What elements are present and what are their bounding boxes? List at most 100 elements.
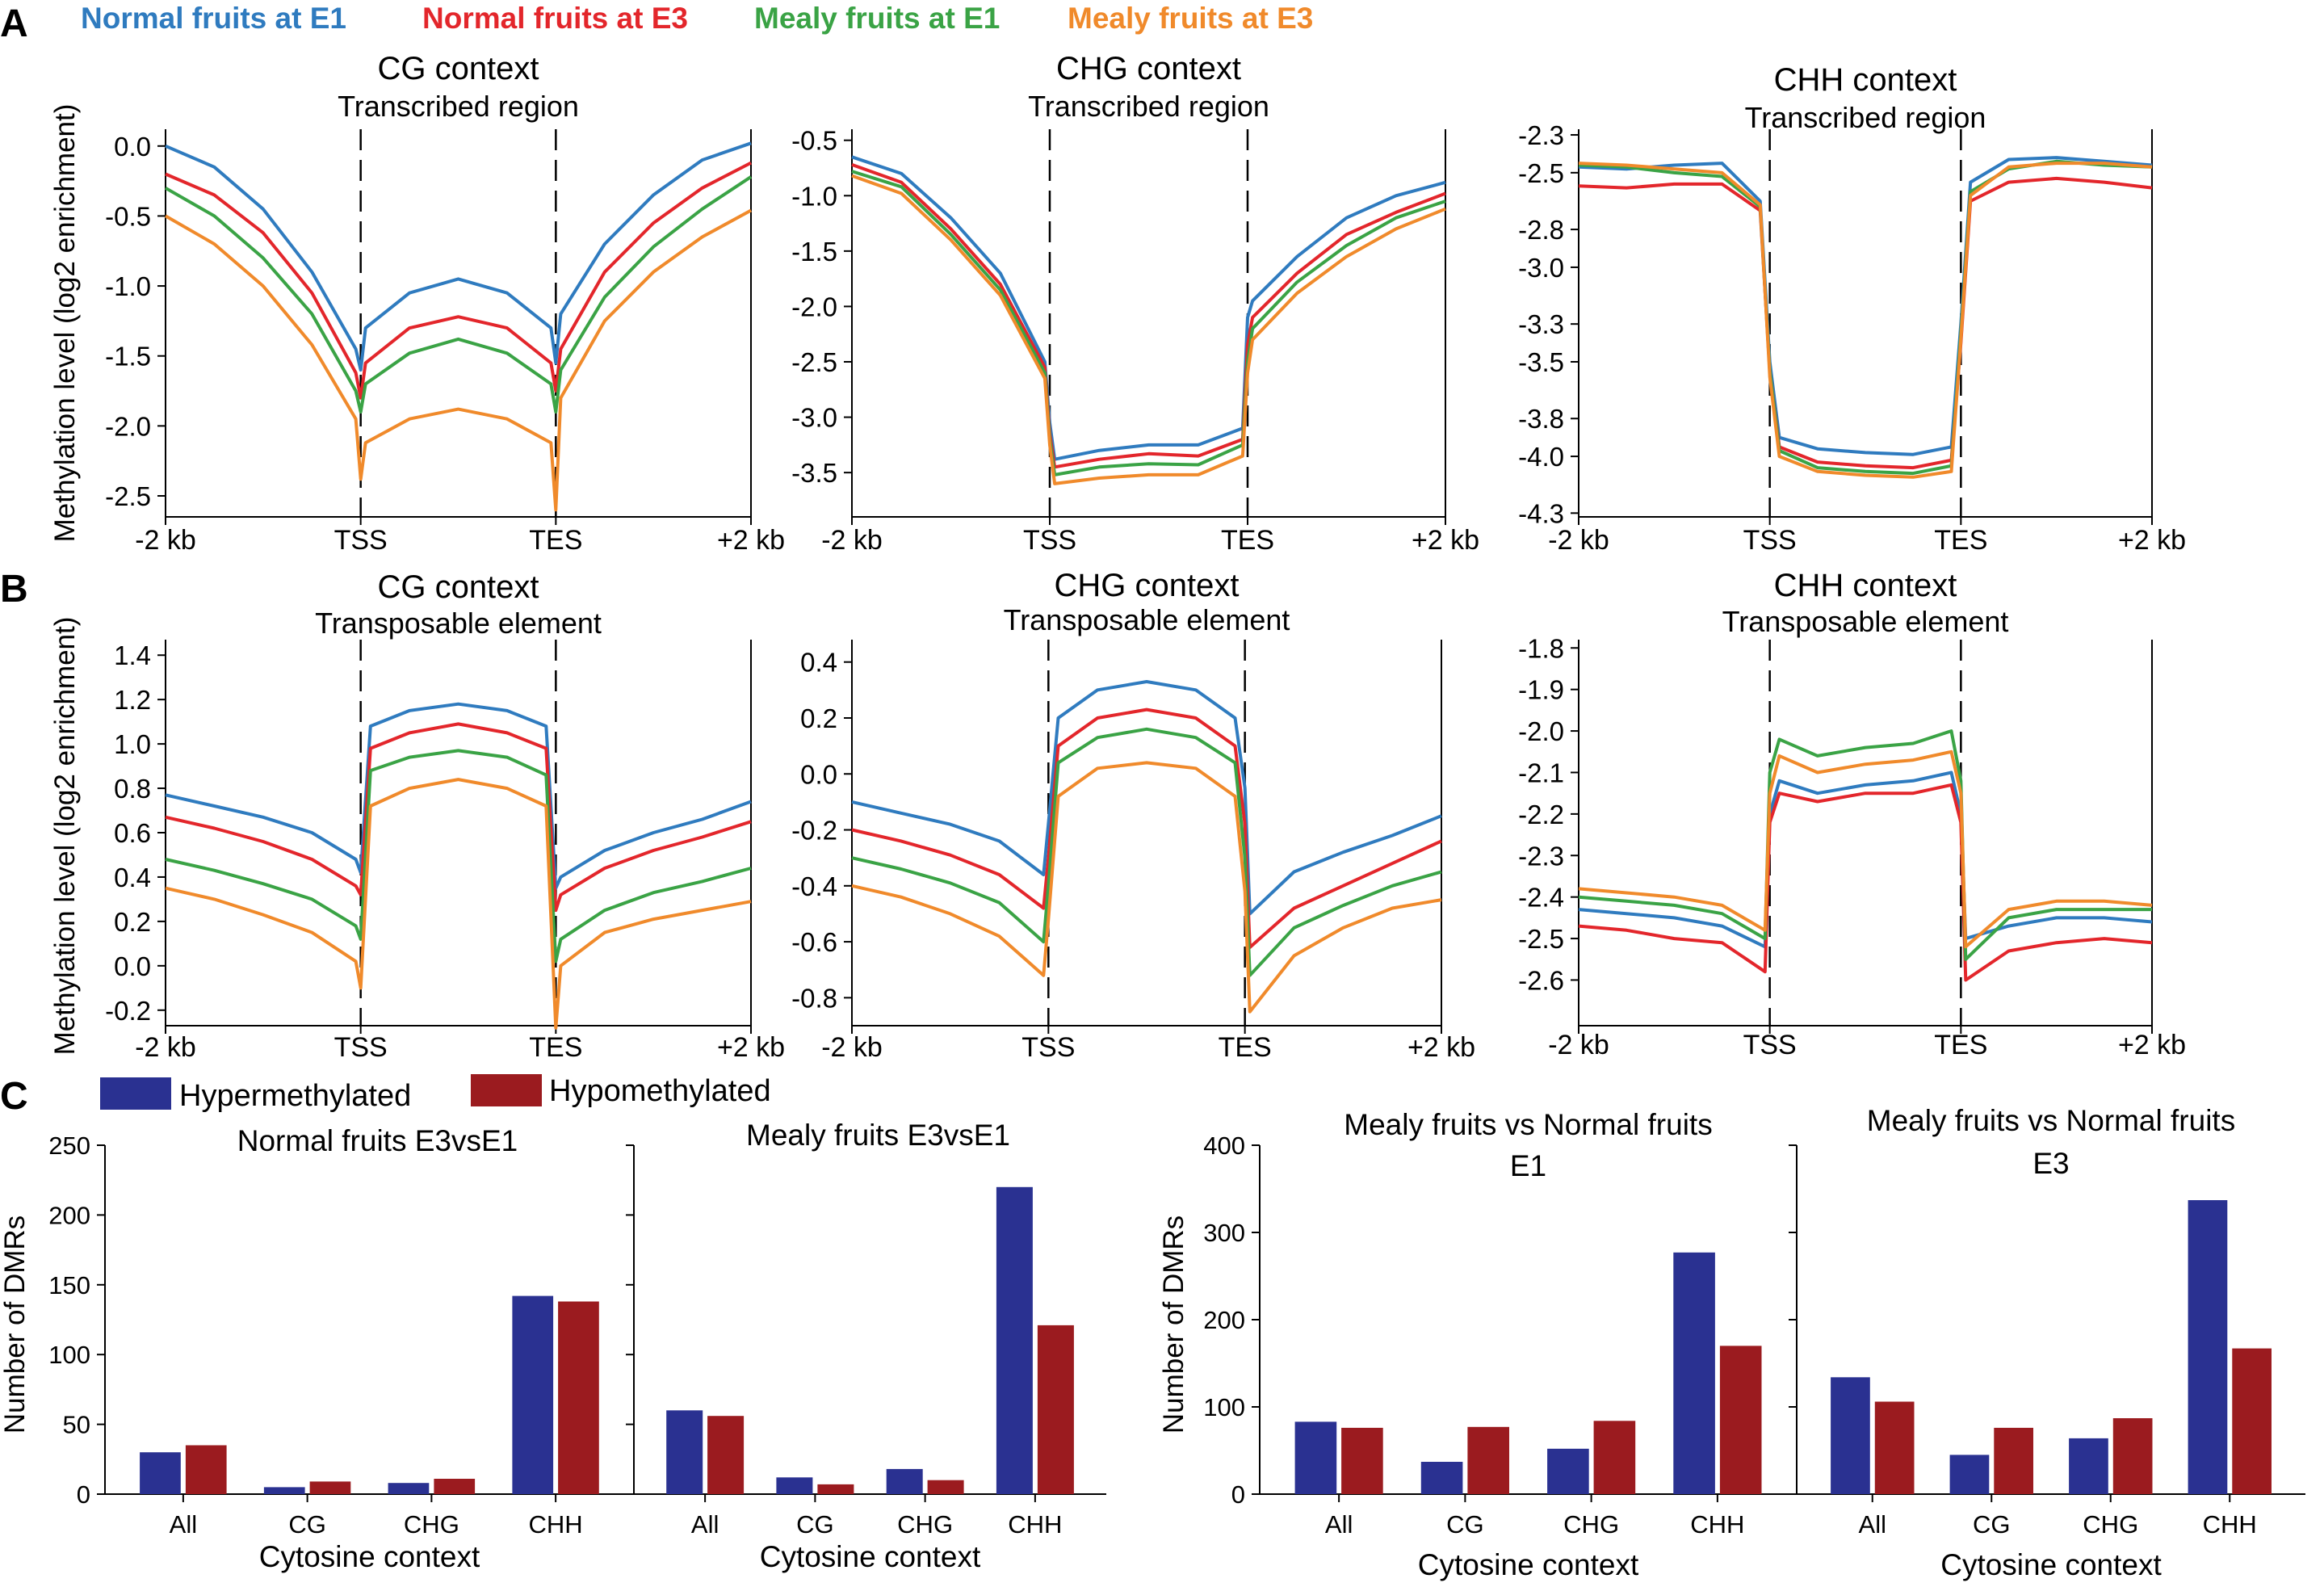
y-tick-label: -2.5 [105, 481, 151, 511]
series-line-2 [165, 161, 752, 400]
bar-x-axis-label: Cytosine context [1418, 1548, 1639, 1581]
x-tick-label: TSS [334, 525, 388, 556]
y-tick-label: -2.3 [1518, 120, 1564, 150]
bar-chg-hypermethylated [886, 1468, 923, 1494]
series-line-2 [851, 707, 1442, 949]
bar-category-label: CHG [2083, 1510, 2138, 1539]
y-tick-label: -2.0 [791, 292, 837, 321]
y-tick-label: -2.3 [1518, 841, 1564, 871]
x-tick-label: +2 kb [2118, 1030, 2186, 1060]
x-tick-label: -2 kb [821, 1032, 883, 1063]
bar-category-label: CHG [1563, 1510, 1619, 1539]
x-tick-label: +2 kb [1412, 525, 1479, 556]
x-tick-label: +2 kb [2118, 525, 2186, 556]
bar-all-hypomethylated [707, 1416, 745, 1494]
bar-chart-8: Mealy fruits E3vsE1 All CG CHG CHH Cytosine c… [626, 1119, 1106, 1573]
chart-subtitle: Transposable element [315, 607, 602, 640]
y-tick-label: -0.5 [105, 201, 151, 231]
y-tick-label: -2.0 [105, 411, 151, 441]
y-tick-label: -3.3 [1518, 309, 1564, 339]
bar-chart-title: Normal fruits E3vsE1 [237, 1124, 518, 1157]
bar-chart-9: Mealy fruits vs Normal fruits E1 0 100 200 30… [1158, 1108, 1797, 1581]
bar-y-tick-label: 200 [1203, 1306, 1245, 1334]
bar-category-label: CG [1446, 1510, 1484, 1539]
x-tick-label: -2 kb [1548, 1030, 1609, 1060]
bar-chg-hypomethylated [1593, 1421, 1636, 1494]
y-tick-label: -0.4 [791, 871, 837, 901]
y-axis-label: Methylation level (log2 enrichment) [49, 104, 81, 543]
x-tick-label: TSS [1021, 1032, 1075, 1063]
y-tick-label: -0.6 [791, 927, 837, 957]
y-tick-label: -2.1 [1518, 758, 1564, 787]
bar-category-label: CHH [529, 1510, 583, 1539]
bar-chg-hypomethylated [434, 1479, 476, 1494]
bar-y-tick-label: 400 [1203, 1131, 1245, 1160]
bar-chh-hypermethylated [512, 1295, 554, 1494]
bar-all-hypomethylated [185, 1445, 227, 1494]
bar-category-label: All [170, 1510, 197, 1539]
y-tick-label: -1.5 [791, 237, 837, 267]
x-tick-label: -2 kb [135, 525, 196, 556]
legend-item-mealy-e1: Mealy fruits at E1 [754, 2, 1000, 35]
bar-chh-hypomethylated [2232, 1348, 2272, 1494]
chart-subtitle: Transcribed region [1028, 90, 1269, 123]
series-line-4 [851, 761, 1442, 1014]
series-line-1 [851, 155, 1446, 461]
legend-item-normal-e3: Normal fruits at E3 [422, 2, 688, 35]
bar-y-tick-label: 100 [1203, 1393, 1245, 1421]
x-tick-label: -2 kb [1548, 525, 1609, 556]
profile-chart-1: CG context Transcribed region 0.0 -0.5 -1.0 -… [49, 51, 785, 556]
y-tick-label: -2.8 [1518, 215, 1564, 245]
y-tick-label: 1.2 [114, 685, 151, 715]
bar-all-hypomethylated [1341, 1427, 1383, 1494]
series-line-2 [851, 163, 1446, 469]
bar-y-tick-label: 300 [1203, 1219, 1245, 1247]
y-tick-label: -2.5 [791, 347, 837, 377]
bar-x-axis-label: Cytosine context [760, 1540, 981, 1573]
y-tick-label: 0.0 [114, 132, 151, 162]
bar-y-tick-label: 150 [48, 1271, 90, 1299]
y-tick-label: -1.8 [1518, 633, 1564, 663]
bar-chart-title: Mealy fruits E3vsE1 [746, 1119, 1010, 1152]
series-line-2 [165, 722, 752, 913]
bar-category-label: All [1859, 1510, 1886, 1539]
y-tick-label: -2.0 [1518, 716, 1564, 746]
bar-cg-hypermethylated [1420, 1462, 1463, 1494]
bar-category-label: CHH [1690, 1510, 1744, 1539]
bar-x-axis-label: Cytosine context [1940, 1548, 2162, 1581]
bar-all-hypomethylated [1874, 1401, 1915, 1494]
hypermethylated-label: Hypermethylated [179, 1079, 412, 1113]
series-line-4 [1578, 749, 2153, 949]
bar-all-hypermethylated [140, 1452, 181, 1494]
y-tick-label: -4.0 [1518, 442, 1564, 472]
chart-title: CHG context [1055, 568, 1240, 603]
bar-cg-hypermethylated [263, 1487, 305, 1494]
y-tick-label: -1.9 [1518, 675, 1564, 705]
x-tick-label: TES [1219, 1032, 1272, 1063]
bar-all-hypermethylated [1831, 1377, 1870, 1494]
bar-y-axis-label: Number of DMRs [1158, 1215, 1189, 1434]
y-tick-label: -3.0 [791, 403, 837, 433]
bar-cg-hypomethylated [1994, 1427, 2033, 1494]
bar-y-tick-label: 0 [77, 1480, 90, 1509]
y-axis-label: Methylation level (log2 enrichment) [49, 617, 81, 1056]
bar-chh-hypomethylated [1037, 1325, 1074, 1494]
bar-chg-hypomethylated [927, 1480, 964, 1494]
bar-all-hypermethylated [666, 1410, 703, 1494]
series-line-3 [1578, 729, 2152, 961]
y-tick-label: -0.8 [791, 983, 837, 1013]
y-tick-label: 0.4 [114, 863, 151, 892]
hypomethylated-swatch [471, 1074, 542, 1106]
series-line-1 [851, 680, 1442, 916]
y-tick-label: 0.0 [114, 951, 151, 981]
panel-label-a: A [0, 2, 28, 45]
y-tick-label: -1.0 [105, 271, 151, 301]
series-line-4 [165, 208, 752, 512]
bar-chh-hypomethylated [1719, 1346, 1762, 1494]
chart-subtitle: Transcribed region [338, 90, 579, 123]
series-line-3 [165, 175, 753, 414]
